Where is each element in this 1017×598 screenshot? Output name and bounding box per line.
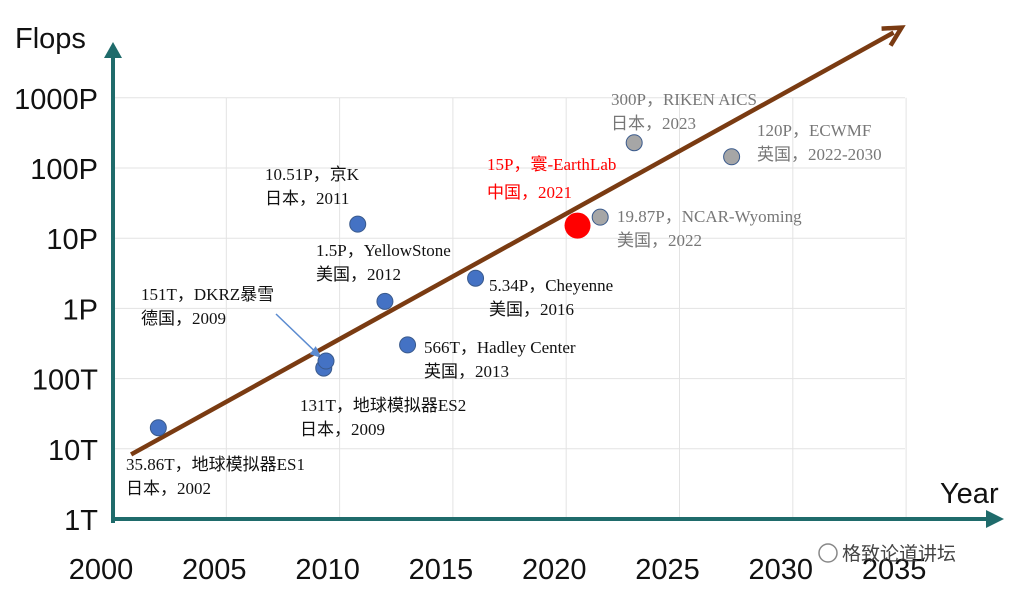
- trend-line: [130, 25, 906, 457]
- point-label-line1: 35.86T，地球模拟器ES1: [126, 455, 305, 474]
- x-axis-title: Year: [940, 478, 999, 510]
- data-point: [399, 336, 417, 354]
- point-label-line1: 300P，RIKEN AICS: [611, 90, 757, 109]
- grid: [112, 97, 907, 520]
- y-tick-label: 10T: [48, 435, 98, 467]
- point-label-line2: 日本，2002: [126, 479, 211, 498]
- axes: [104, 42, 1004, 528]
- data-point: [467, 269, 485, 287]
- watermark: 格致论道讲坛: [818, 543, 956, 565]
- point-label-line2: 日本，2011: [265, 189, 349, 208]
- trend-arrowhead: [881, 25, 906, 47]
- point-label-line2: 美国，2012: [316, 265, 401, 284]
- data-points: [149, 134, 741, 437]
- trend-line-stroke: [130, 30, 895, 457]
- data-point: [376, 292, 394, 310]
- point-label-line2: 美国，2022: [617, 231, 702, 250]
- x-tick-label: 2030: [749, 554, 814, 586]
- data-point: [591, 208, 609, 226]
- y-tick-label: 100T: [32, 365, 98, 397]
- point-label-line1: 131T，地球模拟器ES2: [300, 396, 466, 415]
- point-label-line2: 日本，2023: [611, 114, 696, 133]
- x-tick-label: 2020: [522, 554, 587, 586]
- point-label-line1: 10.51P，京K: [265, 165, 360, 184]
- y-tick-label: 1000P: [14, 84, 98, 116]
- point-label-line2: 英国，2013: [424, 362, 509, 381]
- y-axis-arrow: [104, 42, 122, 58]
- x-tick-label: 2010: [295, 554, 360, 586]
- point-label-line1: 566T，Hadley Center: [424, 338, 576, 357]
- point-label-line1: 15P，寰-EarthLab: [487, 154, 616, 174]
- point-label-line1: 120P，ECWMF: [757, 121, 871, 140]
- x-tick-label: 2035: [862, 554, 927, 586]
- x-tick-label: 2000: [69, 554, 134, 586]
- y-axis-title: Flops: [15, 23, 86, 55]
- point-label-line1: 19.87P，NCAR-Wyoming: [617, 207, 802, 226]
- point-label-line2: 美国，2016: [489, 300, 574, 319]
- x-axis-arrow: [986, 510, 1004, 528]
- annotation-label-line1: 151T，DKRZ暴雪: [141, 285, 274, 304]
- watermark-text: 格致论道讲坛: [842, 543, 956, 565]
- point-labels: 35.86T，地球模拟器ES1 日本，2002 131T，地球模拟器ES2 日本，20…: [126, 90, 882, 498]
- data-point: [149, 419, 167, 437]
- annotation-arrow-line: [275, 313, 319, 355]
- data-point: [625, 134, 643, 152]
- x-tick-label: 2015: [409, 554, 474, 586]
- point-label-line2: 中国，2021: [487, 183, 572, 202]
- y-tick-label: 1T: [64, 505, 98, 537]
- point-label-line2: 英国，2022-2030: [757, 145, 882, 164]
- annotation-arrow-head: [309, 346, 322, 359]
- y-tick-label: 1P: [63, 294, 98, 326]
- annotation-label-line2: 德国，2009: [141, 309, 226, 328]
- x-tick-label: 2005: [182, 554, 247, 586]
- data-point: [564, 212, 591, 239]
- data-point: [723, 148, 741, 166]
- y-tick-label: 100P: [30, 154, 98, 186]
- point-label-line1: 5.34P，Cheyenne: [489, 276, 613, 295]
- data-point: [349, 215, 367, 233]
- wechat-icon: [818, 543, 838, 563]
- y-tick-label: 10P: [46, 224, 98, 256]
- point-label-line1: 1.5P，YellowStone: [316, 241, 451, 260]
- x-tick-label: 2025: [635, 554, 700, 586]
- tick-labels: 2000 2005 2010 2015 2020 2025 2030 2035 1T 10T 100…: [14, 84, 926, 586]
- point-label-line2: 日本，2009: [300, 420, 385, 439]
- data-point: [317, 352, 335, 370]
